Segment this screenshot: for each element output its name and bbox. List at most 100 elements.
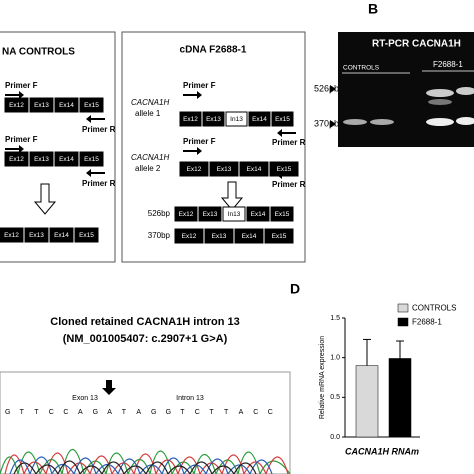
- gel-band: [456, 87, 474, 95]
- gel-band: [343, 119, 367, 125]
- base-call: T: [20, 409, 25, 416]
- exon-box: [222, 206, 246, 222]
- exon-box: [198, 206, 222, 222]
- marker-arrow: [330, 120, 336, 128]
- base-call: G: [151, 409, 156, 416]
- legend-swatch: [397, 303, 409, 313]
- base-call: C: [63, 409, 68, 416]
- y-axis-label: Relative mRNA expression: [319, 336, 326, 419]
- gene-label: CACNA1H: [131, 98, 169, 107]
- exon-box: [270, 206, 294, 222]
- intron-label: Intron 13: [176, 395, 204, 402]
- exon-box: [225, 111, 248, 127]
- exon-label: Ex14: [59, 102, 74, 109]
- exon-label: Ex15: [272, 233, 287, 240]
- panel-title: NA CONTROLS: [2, 47, 75, 58]
- base-call: T: [209, 409, 214, 416]
- exon-label: Ex13: [206, 116, 221, 123]
- gel-band: [456, 117, 474, 125]
- primer-label: Primer R: [272, 180, 306, 189]
- gel-band: [426, 89, 454, 97]
- panel-letter: B: [368, 1, 378, 17]
- exon-box: [0, 227, 24, 243]
- exon-box: [49, 227, 74, 243]
- exon-box: [54, 97, 79, 113]
- gel-band: [370, 119, 394, 125]
- y-tick-label: 0.0: [330, 434, 340, 441]
- bar: [355, 365, 379, 438]
- primer-label: Primer F: [183, 81, 216, 90]
- exon-box: [4, 151, 29, 167]
- exon-label: Ex13: [212, 233, 227, 240]
- panel-letter: D: [290, 281, 300, 297]
- exon-box: [174, 206, 198, 222]
- exon-box: [248, 111, 271, 127]
- base-call: G: [166, 409, 171, 416]
- down-arrow: [220, 181, 244, 211]
- arrow: [5, 91, 24, 99]
- y-tick-label: 0.5: [330, 394, 340, 401]
- exon-label: Ex14: [252, 116, 267, 123]
- exon-label: Ex15: [84, 102, 99, 109]
- exon-label: Ex15: [277, 166, 292, 173]
- lane-label: F2688-1: [433, 60, 463, 69]
- exon-box: [204, 228, 234, 244]
- exon-label: Ex14: [247, 166, 262, 173]
- panel-subtitle: (NM_001005407: c.2907+1 G>A): [63, 333, 228, 345]
- exon-box: [269, 161, 299, 177]
- exon-box: [179, 161, 209, 177]
- allele-label: allele 1: [135, 109, 161, 118]
- trace: [13, 460, 257, 474]
- exon-label: Ex12: [179, 211, 194, 218]
- base-call: A: [107, 409, 112, 416]
- exon-label: Ex14: [251, 211, 266, 218]
- exon-box: [234, 228, 264, 244]
- exon-label: Ex12: [9, 102, 24, 109]
- allele-label: allele 2: [135, 164, 161, 173]
- exon-label: Ex12: [4, 232, 19, 239]
- primer-label: Primer R: [82, 125, 116, 134]
- gene-label: CACNA1H: [131, 153, 169, 162]
- gel-title: RT-PCR CACNA1H: [372, 39, 461, 50]
- exon-label: Ex12: [182, 233, 197, 240]
- exon-box: [271, 111, 294, 127]
- exon-box: [29, 97, 54, 113]
- base-call: T: [34, 409, 39, 416]
- base-call: A: [136, 409, 141, 416]
- exon-box: [24, 227, 49, 243]
- exon-box: [79, 151, 104, 167]
- arrow: [5, 145, 24, 153]
- arrow: [277, 129, 296, 137]
- arrow: [183, 91, 202, 99]
- panel-title: cDNA F2688-1: [180, 45, 247, 56]
- exon-label: Ex13: [34, 156, 49, 163]
- legend-label: CONTROLS: [412, 304, 456, 313]
- exon-box: [79, 97, 104, 113]
- exon-box: [202, 111, 225, 127]
- exon-label: Ex14: [242, 233, 257, 240]
- exon-label: Ex13: [217, 166, 232, 173]
- exon-label: Ex12: [183, 116, 198, 123]
- base-call: G: [5, 409, 10, 416]
- chromatogram-frame: [0, 371, 291, 474]
- legend-label: F2688-1: [412, 318, 442, 327]
- marker-arrow: [330, 85, 336, 93]
- marker-label: 526pb: [314, 83, 339, 93]
- exon-label: Ex13: [203, 211, 218, 218]
- exon-label: Ex14: [59, 156, 74, 163]
- base-call: C: [195, 409, 200, 416]
- exon-label: Ex13: [29, 232, 44, 239]
- panel-frame: [0, 31, 116, 263]
- exon-label: Ex15: [79, 232, 94, 239]
- lane-label: CONTROLS: [343, 65, 380, 72]
- band-label: 370bp: [148, 231, 171, 240]
- exon-box: [54, 151, 79, 167]
- exon-box: [264, 228, 294, 244]
- gel: [338, 32, 474, 147]
- base-call: G: [93, 409, 98, 416]
- bar: [388, 358, 412, 438]
- down-arrow: [33, 183, 57, 215]
- exon-box: [246, 206, 270, 222]
- base-call: T: [122, 409, 127, 416]
- exon-label: In13: [230, 116, 243, 123]
